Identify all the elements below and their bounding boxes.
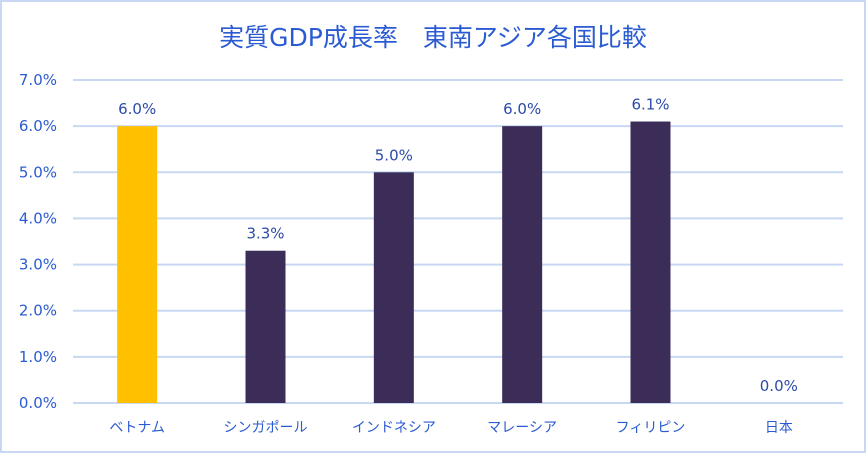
bar xyxy=(117,126,158,404)
y-tick-label: 1.0% xyxy=(19,348,57,366)
category-label: フィリピン xyxy=(616,420,686,436)
y-tick-label: 3.0% xyxy=(19,256,57,274)
y-tick-label: 7.0% xyxy=(19,71,57,89)
category-label: ベトナム xyxy=(109,420,165,436)
bar xyxy=(502,126,543,404)
data-label: 6.1% xyxy=(631,96,669,114)
y-tick-label: 4.0% xyxy=(19,209,57,227)
bar xyxy=(630,121,671,404)
data-label: 0.0% xyxy=(760,377,798,395)
category-label: インドネシア xyxy=(352,420,436,436)
y-tick-label: 0.0% xyxy=(19,394,57,412)
category-label: 日本 xyxy=(765,420,793,436)
y-tick-label: 6.0% xyxy=(19,117,57,135)
chart-title: 実質GDP成長率 東南アジア各国比較 xyxy=(219,23,647,52)
bar xyxy=(245,250,286,403)
category-label: シンガポール xyxy=(224,420,308,436)
y-tick-label: 2.0% xyxy=(19,302,57,320)
data-label: 6.0% xyxy=(503,100,541,118)
category-label: マレーシア xyxy=(487,420,557,436)
bar xyxy=(373,172,414,403)
data-label: 5.0% xyxy=(375,146,413,164)
data-label: 6.0% xyxy=(118,100,156,118)
data-label: 3.3% xyxy=(246,225,284,243)
y-tick-label: 5.0% xyxy=(19,163,57,181)
